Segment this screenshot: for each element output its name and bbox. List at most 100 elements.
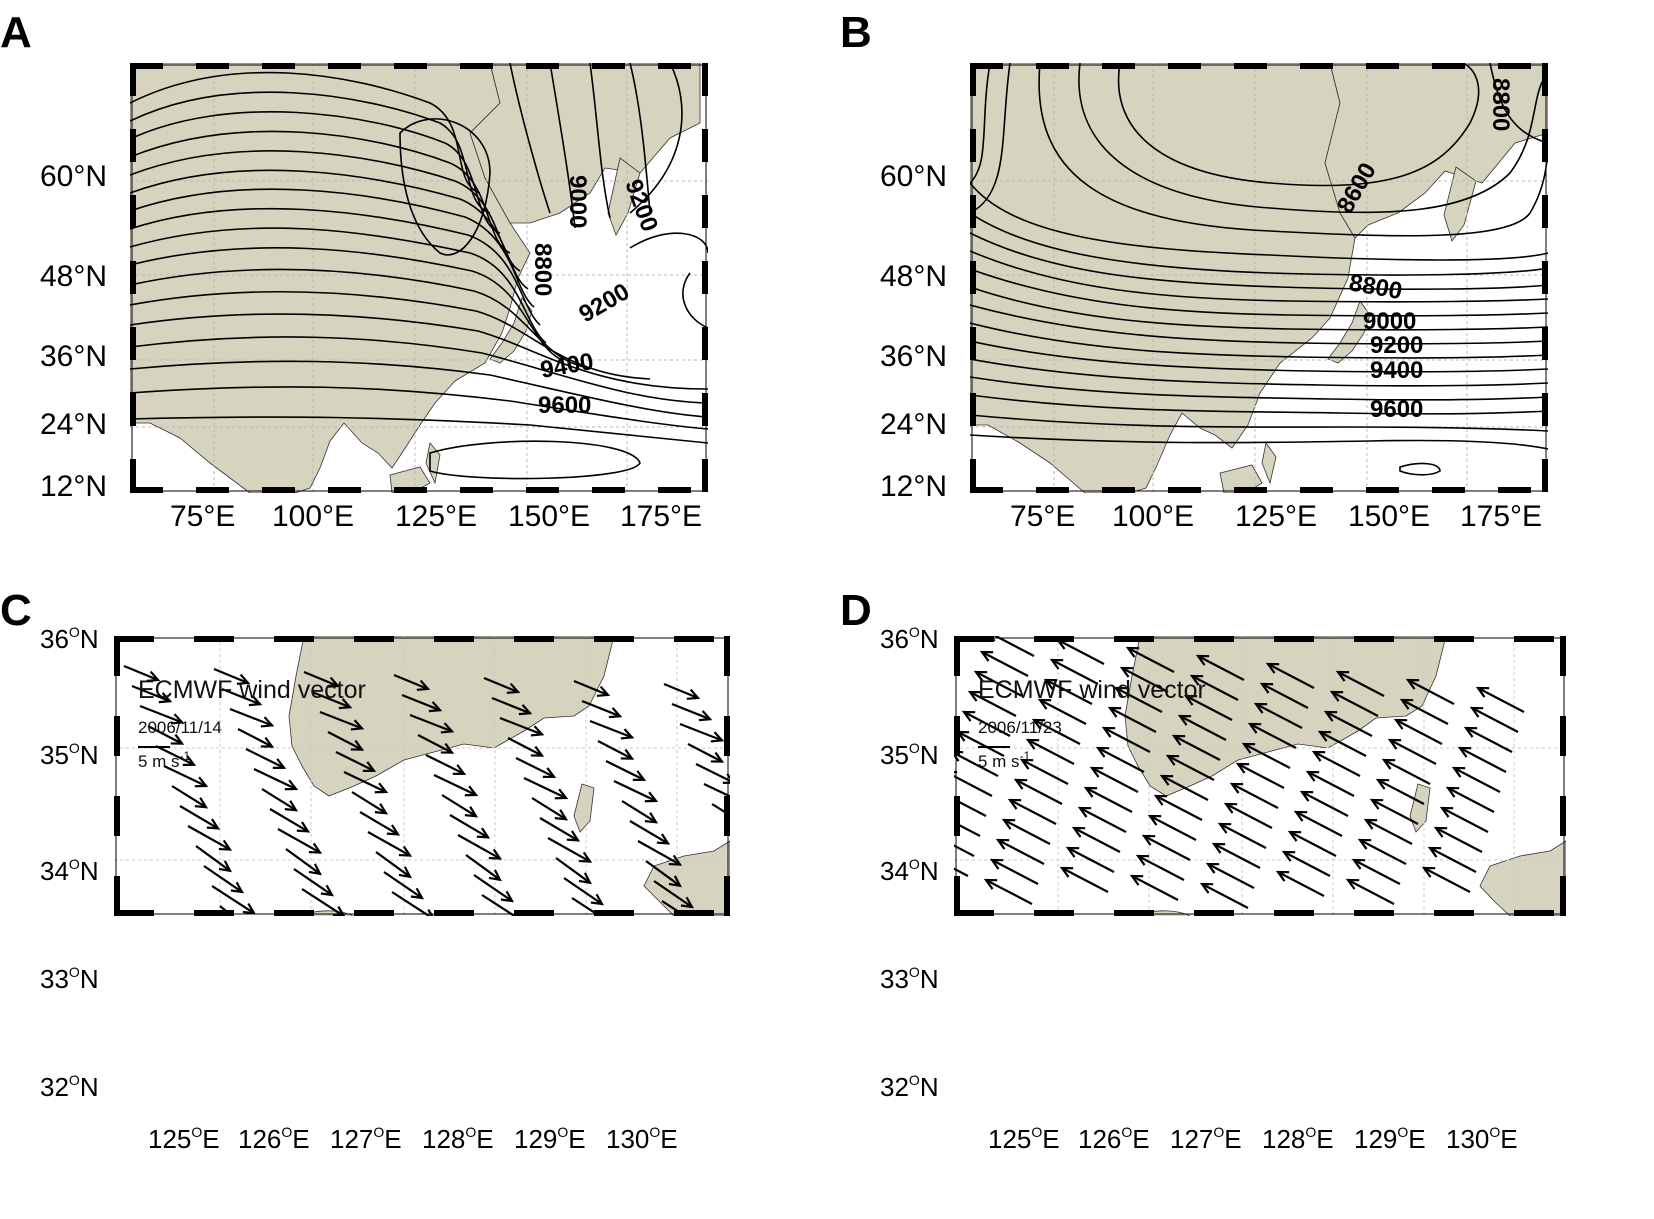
- wind-arrow-head: [1083, 786, 1098, 798]
- wind-arrow-head: [398, 845, 413, 857]
- wind-arrow-head: [182, 755, 197, 766]
- wind-arrow: [653, 880, 693, 908]
- land-japan: [489, 297, 533, 364]
- wind-arrow: [581, 699, 621, 718]
- wind-arrow-head: [1253, 702, 1268, 714]
- wind-arrow-head: [1037, 698, 1052, 710]
- wind-arrow-head: [566, 830, 581, 842]
- wind-arrow-head: [1129, 874, 1144, 886]
- wind-arrow: [203, 865, 243, 893]
- wind-arrow-head: [320, 884, 335, 897]
- wind-vectors: [123, 664, 730, 916]
- lon-label: 129OE: [1354, 1124, 1426, 1154]
- wind-arrow: [483, 676, 519, 694]
- height-contours: [130, 63, 708, 480]
- wind-arrow-head: [452, 764, 467, 775]
- wind-arrow: [1143, 835, 1191, 861]
- wind-arrow: [1331, 691, 1379, 717]
- wind-arrow: [1267, 663, 1315, 689]
- land-philippines: [1261, 442, 1277, 485]
- lon-label: 128OE: [1262, 1124, 1334, 1154]
- wind-arrow: [1401, 699, 1449, 725]
- wind-arrow: [1085, 787, 1133, 813]
- wind-arrow: [563, 877, 603, 905]
- panel-letter-b: B: [840, 8, 872, 57]
- scale-bar: [978, 746, 1010, 748]
- lat-label: 48°N: [880, 260, 948, 293]
- wind-arrow: [975, 671, 1023, 697]
- wind-arrow-head: [1351, 858, 1366, 870]
- wind-arrow: [195, 845, 231, 872]
- wind-arrow: [1009, 799, 1057, 825]
- wind-arrow-head: [374, 782, 389, 794]
- wind-arrow-head: [578, 872, 592, 885]
- wind-arrow: [1237, 763, 1285, 789]
- wind-arrow: [531, 797, 567, 821]
- scale-label: 5 m s-1: [978, 749, 1031, 771]
- wind-arrow-head: [961, 710, 976, 722]
- wind-arrow: [1477, 687, 1525, 713]
- wind-arrow: [1015, 779, 1063, 805]
- wind-arrow-head: [500, 890, 515, 903]
- wind-arrow-head: [710, 751, 725, 763]
- wind-arrow: [1365, 819, 1413, 845]
- contour-label: 9200: [1370, 332, 1423, 359]
- wind-arrow: [523, 777, 567, 799]
- wind-arrow-head: [1025, 738, 1040, 750]
- wind-arrow: [359, 811, 399, 836]
- wind-arrow-head: [1199, 882, 1214, 894]
- panel-letter-c: C: [0, 586, 32, 635]
- lon-label: 175°E: [620, 500, 703, 533]
- wind-arrow: [1453, 767, 1501, 793]
- wind-arrow: [245, 748, 285, 769]
- wind-arrow-head: [1031, 718, 1046, 730]
- wind-arrow: [1337, 671, 1385, 697]
- wind-arrow-head: [686, 688, 701, 700]
- land-tsushima: [573, 783, 595, 833]
- lat-label: 60°N: [40, 160, 108, 193]
- wind-arrow-head: [1345, 878, 1360, 890]
- wind-arrow: [605, 760, 645, 781]
- wind-arrow: [211, 885, 255, 915]
- wind-arrow-head: [1335, 670, 1350, 682]
- lat-label: 34ON: [880, 856, 939, 886]
- wind-arrow-head: [590, 893, 605, 906]
- wind-arrow: [1039, 699, 1087, 725]
- wind-arrow: [1289, 831, 1337, 857]
- wind-arrow-head: [973, 670, 988, 682]
- wind-arrow: [613, 780, 657, 802]
- lon-label: 150°E: [1348, 500, 1431, 533]
- wind-arrow: [393, 673, 429, 691]
- lat-label: 35ON: [40, 740, 99, 770]
- wind-arrow: [351, 791, 387, 815]
- contour-label: 9600: [538, 392, 591, 419]
- map-panel-d: [954, 636, 1566, 916]
- wind-arrow: [237, 728, 273, 748]
- wind-arrow: [1295, 811, 1343, 837]
- lat-label: 12°N: [880, 470, 948, 503]
- wind-arrow: [1057, 639, 1105, 665]
- lat-label: 33ON: [880, 964, 939, 994]
- wind-arrow: [123, 664, 159, 682]
- wind-arrow-head: [146, 670, 161, 682]
- wind-arrow: [221, 687, 261, 706]
- wind-arrow-head: [158, 692, 173, 704]
- wind-arrow: [1185, 695, 1233, 721]
- wind-arrow-head: [1427, 846, 1442, 858]
- wind-arrow: [957, 731, 1005, 757]
- wind-arrow: [155, 745, 195, 766]
- wind-arrow-head: [710, 731, 725, 743]
- map-date: 2006/11/14: [138, 718, 222, 737]
- wind-arrow-head: [350, 739, 365, 751]
- wind-arrow: [327, 731, 363, 751]
- wind-arrow: [139, 704, 183, 724]
- wind-arrow-head: [1439, 806, 1454, 818]
- lat-label: 36°N: [880, 340, 948, 373]
- wind-arrow-head: [979, 650, 994, 662]
- wind-arrow-head: [1119, 666, 1134, 678]
- map-panel-c: [114, 636, 730, 916]
- wind-arrow: [1155, 795, 1203, 821]
- wind-arrow-head: [1019, 758, 1034, 770]
- wind-arrow: [637, 840, 681, 866]
- wind-arrow-head: [1217, 822, 1232, 834]
